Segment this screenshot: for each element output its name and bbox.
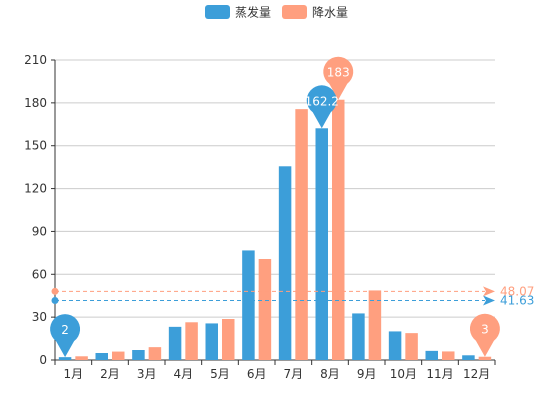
x-tick-label: 7月: [284, 367, 304, 381]
bar-evaporation: [168, 326, 182, 360]
markpoint-label: 183: [327, 66, 350, 80]
y-tick-label: 120: [24, 182, 47, 196]
bar-precipitation: [185, 322, 198, 360]
x-tick-label: 8月: [320, 367, 340, 381]
x-tick-label: 11月: [426, 367, 453, 381]
x-tick-label: 2月: [100, 367, 120, 381]
markpoint-pin: [469, 313, 500, 357]
y-tick-label: 30: [32, 310, 47, 324]
x-tick-label: 6月: [247, 367, 267, 381]
bar-precipitation: [442, 351, 455, 360]
y-tick-label: 0: [39, 353, 47, 367]
bar-evaporation: [352, 313, 365, 360]
bar-evaporation: [58, 357, 72, 360]
y-tick-label: 90: [32, 224, 47, 238]
legend-label-1: 蒸发量: [235, 5, 271, 20]
bar-precipitation: [332, 99, 345, 360]
x-tick-label: 3月: [137, 367, 157, 381]
bar-precipitation: [258, 259, 272, 360]
bar-evaporation: [278, 166, 292, 360]
markpoint-label: 3: [481, 323, 489, 337]
bar-precipitation: [112, 351, 125, 360]
bars: [58, 99, 492, 361]
bar-precipitation: [75, 356, 88, 360]
x-tick-label: 12月: [463, 367, 490, 381]
bar-precipitation: [405, 333, 418, 360]
y-tick-label: 60: [32, 267, 47, 281]
y-tick-label: 180: [24, 96, 47, 110]
legend-swatch-1: [205, 5, 230, 19]
y-tick-label: 210: [24, 53, 47, 67]
markpoint-pin: [50, 314, 81, 358]
bar-evaporation: [242, 250, 255, 360]
bar-evaporation: [425, 350, 438, 360]
bar-precipitation: [478, 356, 492, 360]
markpoint-pin: [323, 56, 354, 100]
x-tick-label: 1月: [64, 367, 84, 381]
markpoint: 2: [50, 314, 81, 358]
bar-precipitation: [368, 290, 382, 360]
markpoint-label: 162.2: [305, 94, 339, 108]
bar-evaporation: [205, 323, 218, 360]
markpoint-pin: [306, 85, 337, 129]
bar-precipitation: [148, 347, 162, 360]
x-tick-label: 10月: [390, 367, 417, 381]
legend-swatch-2: [282, 5, 307, 19]
markpoint-label: 2: [61, 323, 69, 337]
bar-evaporation: [132, 350, 145, 360]
mark-points: 162.2 2 183 3: [50, 56, 500, 358]
markpoint: 3: [469, 313, 500, 357]
bar-precipitation: [222, 319, 235, 360]
grid-lines: [55, 59, 495, 318]
markpoint: 183: [323, 56, 354, 100]
bar-precipitation: [295, 109, 308, 361]
bar-evaporation: [95, 353, 108, 360]
x-tick-label: 5月: [210, 367, 230, 381]
x-tick-label: 4月: [174, 367, 194, 381]
legend-label-2: 降水量: [312, 6, 348, 20]
legend: 蒸发量 降水量: [205, 5, 348, 20]
bar-evaporation: [388, 331, 402, 360]
axes: 0 30 60 90 120 150 180 210 1月 2月 3月 4月 5月 6月 7月 8月 9月 10月…: [24, 53, 496, 381]
markline-label: 41.63: [500, 294, 534, 308]
markline-arrow: [483, 286, 495, 297]
bar-evaporation: [462, 355, 475, 360]
bar-evaporation: [315, 128, 328, 360]
markpoint: 162.2: [305, 85, 339, 129]
markline-arrow: [483, 295, 495, 306]
markline-label: 48.07: [500, 284, 534, 298]
y-tick-label: 150: [24, 139, 47, 153]
x-tick-label: 9月: [357, 367, 377, 381]
